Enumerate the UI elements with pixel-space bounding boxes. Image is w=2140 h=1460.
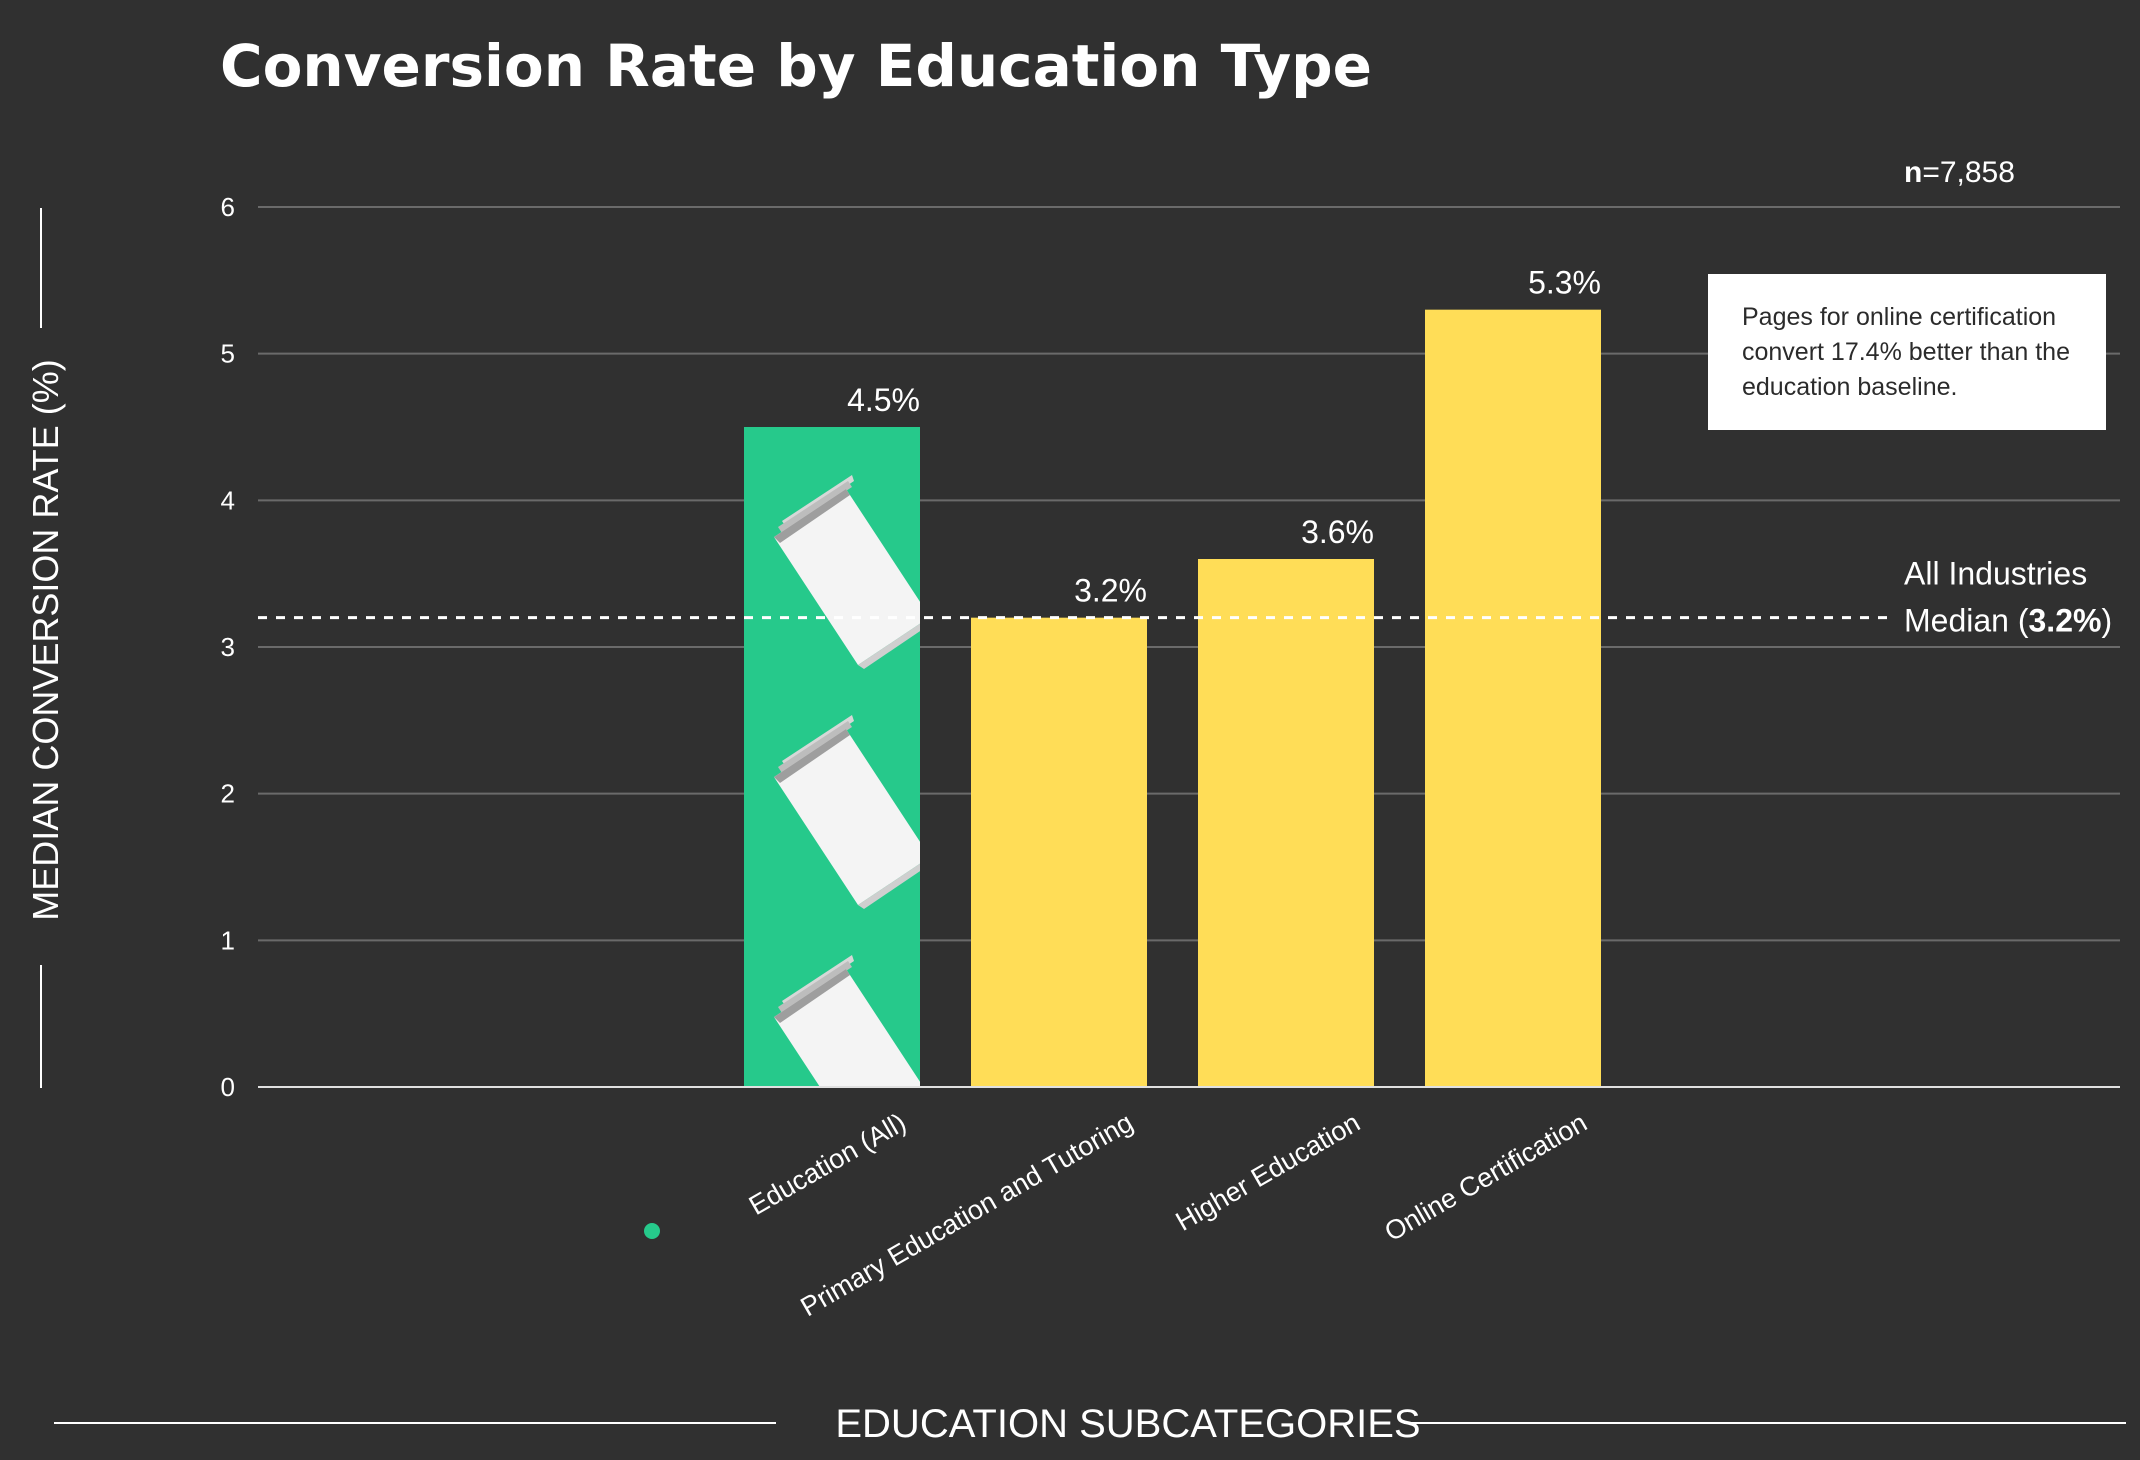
- bar-higher-education: [1198, 559, 1374, 1087]
- x-axis-title: EDUCATION SUBCATEGORIES: [835, 1402, 1420, 1446]
- x-tick-label: Education (All): [744, 1107, 911, 1221]
- sample-size-n: n: [1904, 156, 1922, 189]
- y-tick-label: 3: [221, 632, 235, 662]
- y-tick-label: 1: [221, 925, 235, 955]
- x-tick-label: Higher Education: [1171, 1107, 1365, 1237]
- median-label-suffix: ): [2101, 603, 2112, 639]
- median-label-value: 3.2%: [2029, 603, 2102, 639]
- highlight-legend-dot: [644, 1223, 660, 1239]
- median-label-prefix: Median (: [1904, 603, 2029, 639]
- chart-title: Conversion Rate by Education Type: [220, 32, 1372, 100]
- x-axis-ticks: Education (All)Primary Education and Tut…: [644, 1107, 1592, 1322]
- x-tick-label: Online Certification: [1379, 1107, 1592, 1247]
- y-tick-label: 5: [221, 339, 235, 369]
- y-tick-label: 6: [221, 192, 235, 222]
- bar-value-label: 3.6%: [1301, 514, 1374, 550]
- y-tick-label: 4: [221, 485, 235, 515]
- bar-value-label: 4.5%: [847, 382, 920, 418]
- bars: [744, 309, 1601, 1088]
- sample-size-value: =7,858: [1922, 156, 2015, 189]
- annotation-text: Pages for online certification convert 1…: [1742, 303, 2070, 401]
- bar-value-labels: 4.5% 3.2% 3.6% 5.3%: [847, 265, 1601, 609]
- y-axis-title: MEDIAN CONVERSION RATE (%): [25, 359, 66, 920]
- y-axis-ticks: 0 1 2 3 4 5 6: [221, 192, 235, 1102]
- bar-value-label: 5.3%: [1528, 265, 1601, 301]
- sample-size: n=7,858: [1904, 156, 2015, 189]
- bar-value-label: 3.2%: [1074, 573, 1147, 609]
- bar-primary-education-and-tutoring: [971, 617, 1147, 1087]
- bar-online-certification: [1425, 309, 1601, 1088]
- y-tick-label: 2: [221, 779, 235, 809]
- annotation-box: Pages for online certification convert 1…: [1708, 274, 2106, 430]
- y-tick-label: 0: [221, 1072, 235, 1102]
- gridlines: [258, 206, 2120, 942]
- median-label-line1: All Industries: [1904, 556, 2087, 592]
- median-label-line2: Median (3.2%): [1904, 603, 2112, 639]
